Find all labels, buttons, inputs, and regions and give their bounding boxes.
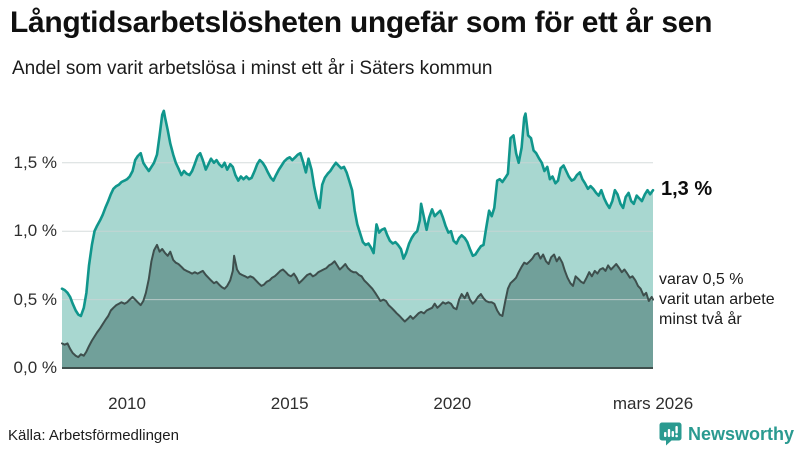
- chart-subtitle: Andel som varit arbetslösa i minst ett å…: [12, 58, 493, 79]
- x-tick-label: 2015: [270, 394, 309, 413]
- subset-line-1: varav 0,5 %: [659, 270, 744, 288]
- y-tick-label: 0,5 %: [13, 289, 57, 309]
- newsworthy-brand-text: Newsworthy: [687, 423, 794, 444]
- page-title: Långtidsarbetslösheten ungefär som för e…: [10, 6, 713, 39]
- source-attribution: Källa: Arbetsförmedlingen: [8, 427, 179, 444]
- newsworthy-logo-icon: [659, 422, 682, 446]
- x-tick-label: 2010: [108, 394, 146, 413]
- subset-line-3: minst två år: [659, 310, 742, 328]
- y-tick-label: 1,0 %: [13, 221, 57, 241]
- subset-line-2: varit utan arbete: [659, 290, 775, 308]
- end-value-label-subset: varav 0,5 % varit utan arbete minst två …: [659, 270, 775, 330]
- newsworthy-brand: Newsworthy: [659, 422, 794, 446]
- x-tick-label: 2020: [433, 394, 472, 413]
- end-value-label-total: 1,3 %: [661, 178, 713, 201]
- y-tick-label: 0,0 %: [13, 358, 57, 377]
- x-tick-label: mars 2026: [612, 394, 694, 413]
- y-tick-label: 1,5 %: [13, 152, 57, 172]
